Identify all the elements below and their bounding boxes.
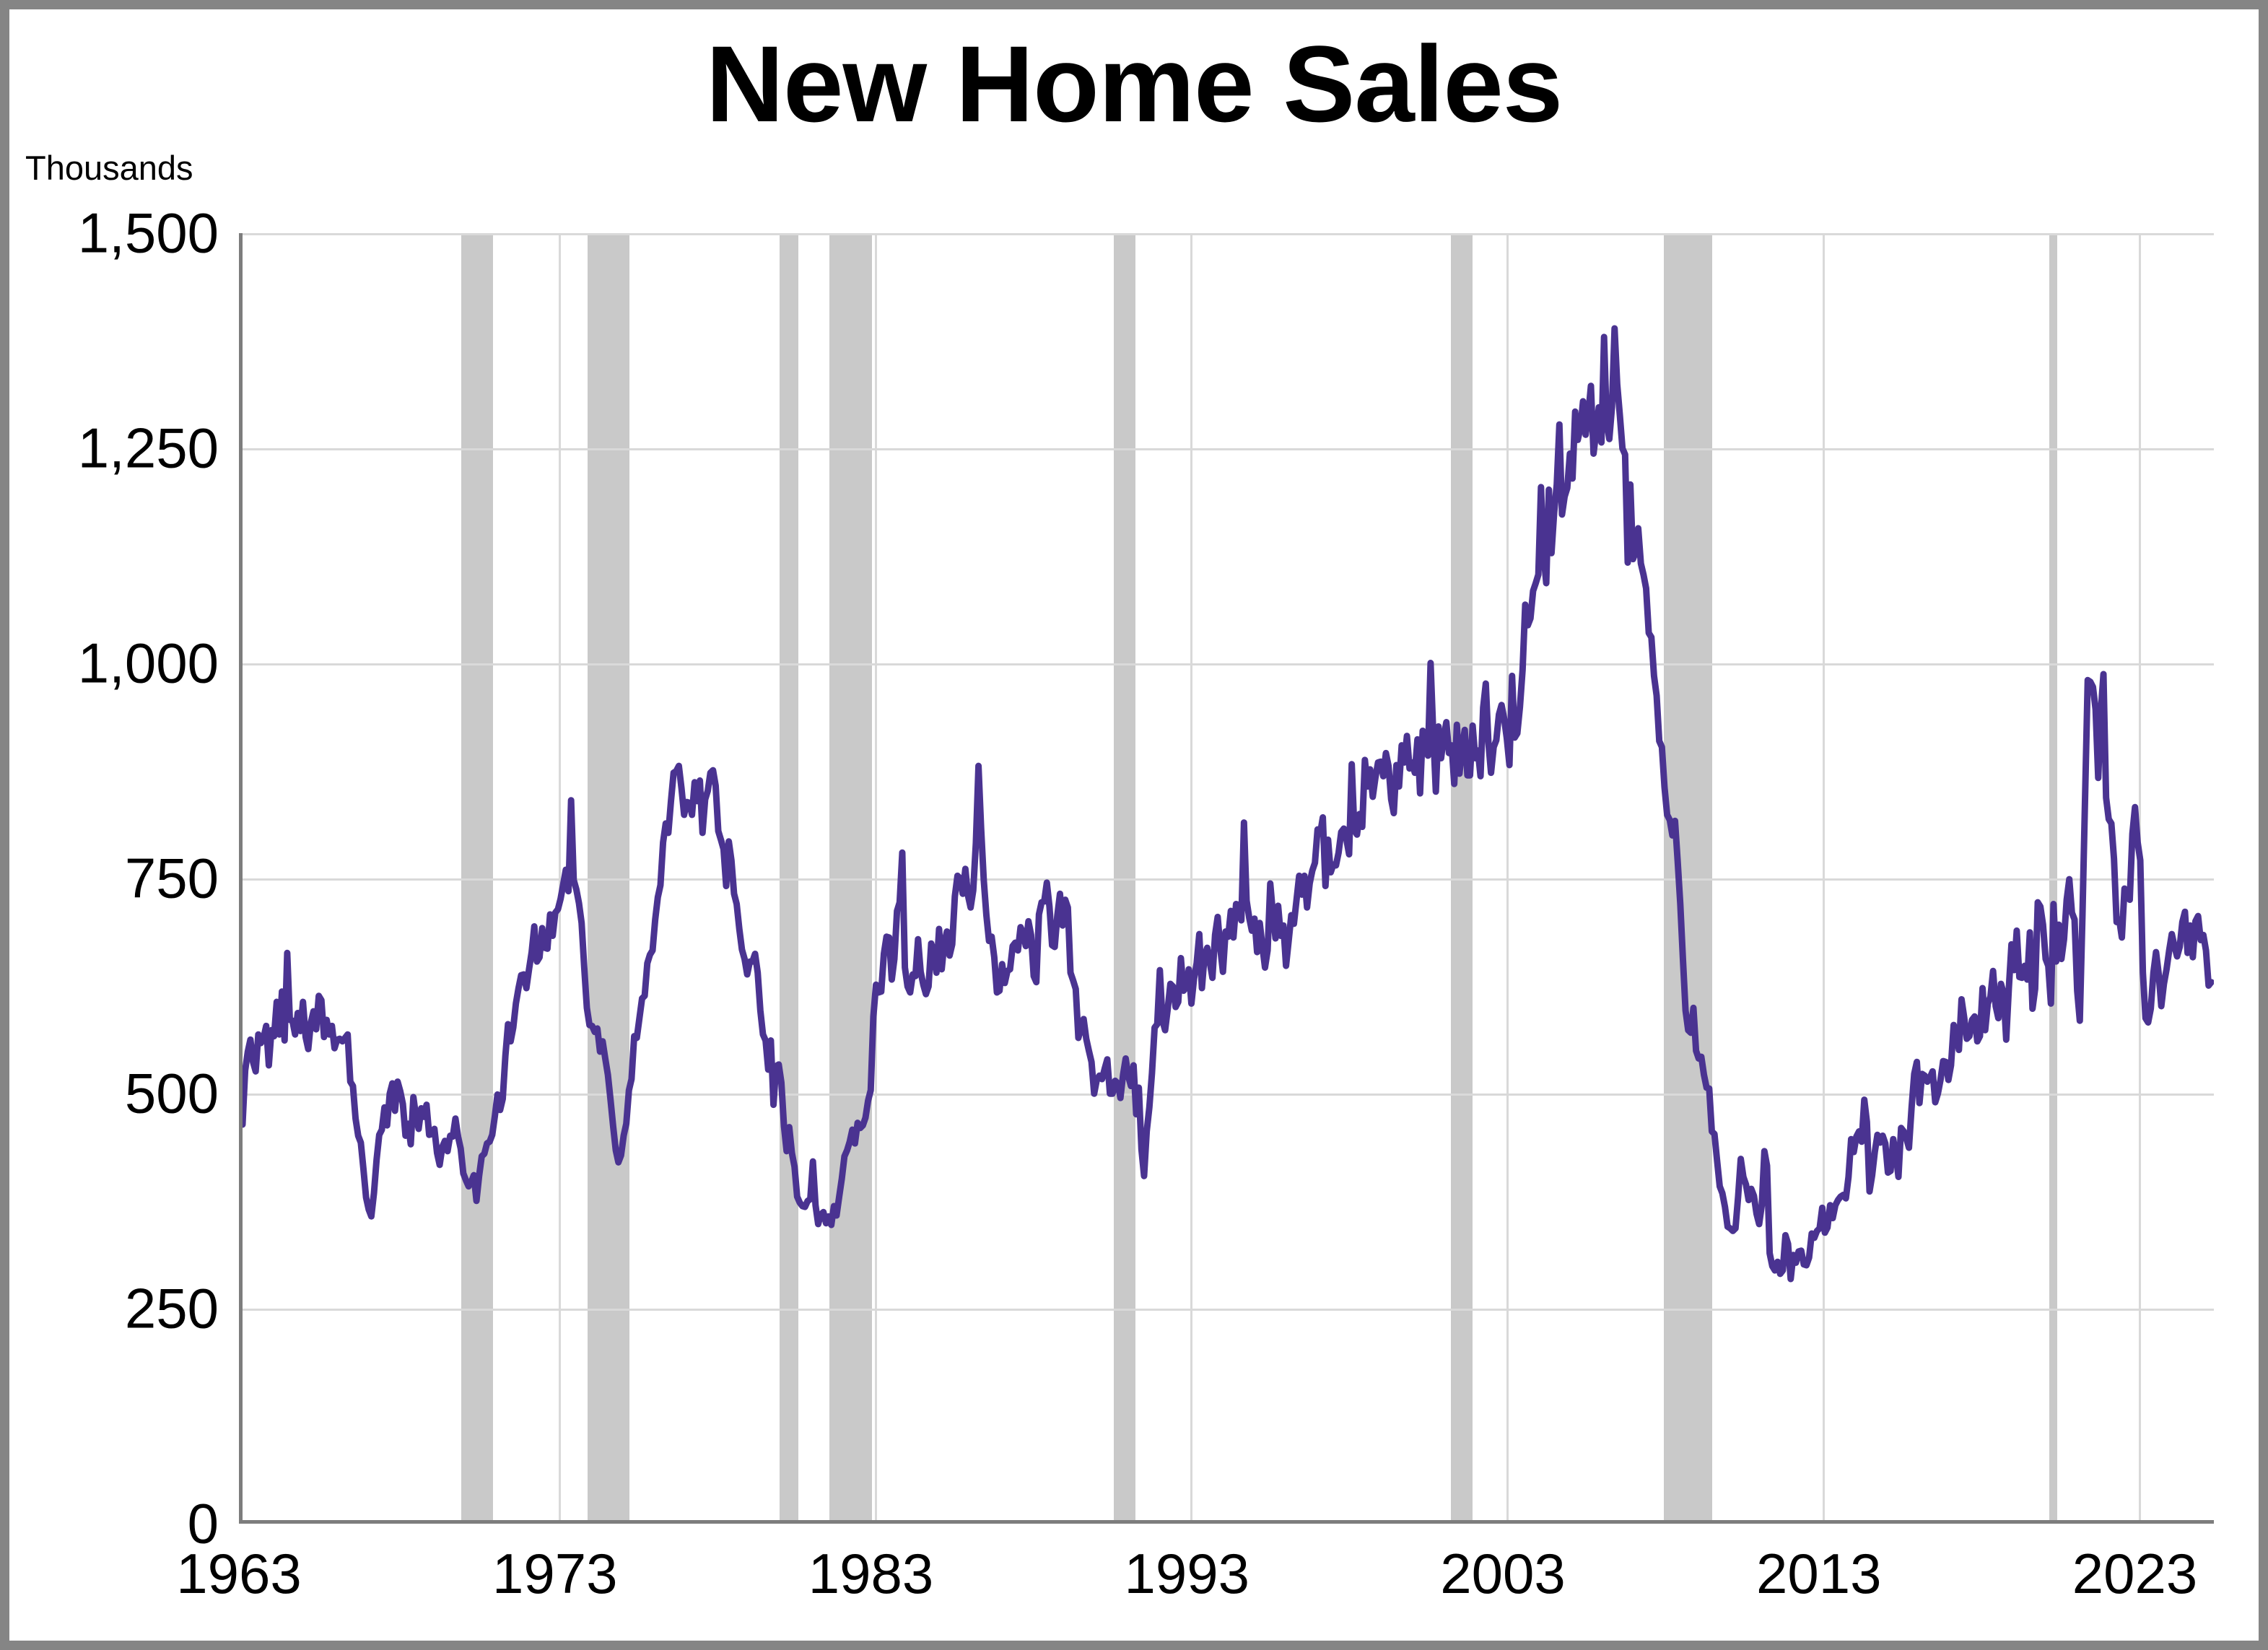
gridline-horizontal — [243, 233, 2214, 235]
recession-band — [2049, 233, 2057, 1520]
plot-area — [239, 233, 2214, 1524]
x-axis-tick-label: 2003 — [1440, 1542, 1566, 1605]
series-path — [243, 325, 2214, 1283]
y-axis-tick-label: 1,250 — [77, 416, 219, 480]
x-axis-tick-label: 1963 — [176, 1542, 302, 1605]
recession-band — [829, 233, 872, 1520]
new-home-sales-line-series — [243, 325, 2214, 1283]
y-axis-tick-label: 250 — [124, 1276, 219, 1340]
x-axis-tick-label: 1983 — [808, 1542, 934, 1605]
chart-canvas: New Home Sales Thousands 1,500 1,250 1,000… — [9, 9, 2259, 1641]
gridline-vertical — [558, 233, 561, 1520]
recession-band — [1451, 233, 1473, 1520]
page-title: New Home Sales — [705, 23, 1563, 144]
x-axis-tick-label: 1993 — [1124, 1542, 1250, 1605]
recession-band — [1114, 233, 1135, 1520]
y-axis-tick-label: 750 — [124, 846, 219, 910]
y-axis-tick-label: 500 — [124, 1061, 219, 1125]
recession-band — [780, 233, 798, 1520]
gridline-horizontal — [243, 1094, 2214, 1096]
gridline-horizontal — [243, 1309, 2214, 1311]
plot-clip — [243, 233, 2214, 1520]
y-axis-tick-label: 1,500 — [77, 201, 219, 265]
gridline-vertical — [1822, 233, 1825, 1520]
recession-band — [588, 233, 630, 1520]
recession-band — [461, 233, 493, 1520]
gridline-horizontal — [243, 878, 2214, 881]
y-axis-units-label: Thousands — [25, 149, 193, 187]
gridline-vertical — [874, 233, 877, 1520]
gridline-vertical — [1506, 233, 1509, 1520]
x-axis-tick-label: 2013 — [1756, 1542, 1882, 1605]
x-axis-tick-label: 2023 — [2072, 1542, 2198, 1605]
gridline-horizontal — [243, 448, 2214, 450]
y-axis-tick-label: 1,000 — [77, 631, 219, 695]
x-axis-tick-label: 1973 — [492, 1542, 618, 1605]
y-axis-tick-label: 0 — [187, 1491, 219, 1555]
recession-band — [1664, 233, 1712, 1520]
gridline-horizontal — [243, 663, 2214, 665]
gridline-vertical — [1190, 233, 1193, 1520]
